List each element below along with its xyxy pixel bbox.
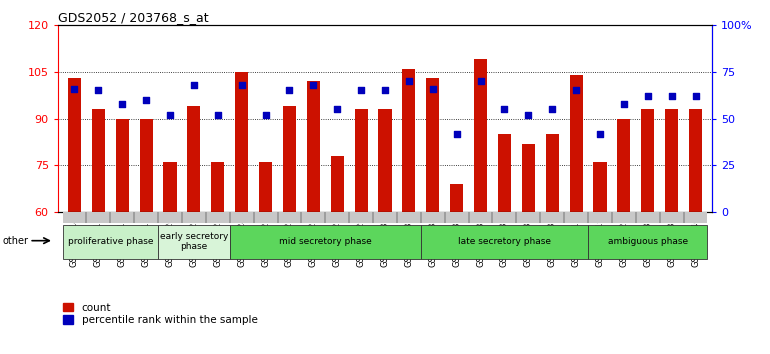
Bar: [68, 78, 81, 212]
Point: [618, 101, 630, 107]
Point: [641, 93, 654, 99]
Point: [522, 112, 534, 118]
Bar: [594, 162, 607, 212]
Point: [164, 112, 176, 118]
Bar: [427, 78, 440, 212]
Point: [427, 86, 439, 91]
Bar: [235, 72, 248, 212]
Text: ambiguous phase: ambiguous phase: [608, 237, 688, 246]
Bar: [283, 106, 296, 212]
Bar: [301, 212, 325, 223]
Bar: [187, 106, 200, 212]
Bar: [378, 109, 392, 212]
Bar: [92, 109, 105, 212]
Text: GDS2052 / 203768_s_at: GDS2052 / 203768_s_at: [58, 11, 209, 24]
Point: [379, 87, 391, 93]
Bar: [397, 212, 421, 223]
Point: [665, 93, 678, 99]
Bar: [110, 212, 134, 223]
Point: [450, 131, 463, 136]
Point: [570, 87, 582, 93]
Bar: [86, 212, 110, 223]
Bar: [253, 212, 277, 223]
Bar: [636, 212, 660, 223]
Bar: [182, 212, 206, 223]
Legend: count, percentile rank within the sample: count, percentile rank within the sample: [63, 303, 258, 325]
Point: [594, 131, 606, 136]
Bar: [541, 212, 564, 223]
Point: [498, 106, 511, 112]
Bar: [474, 59, 487, 212]
Bar: [612, 212, 636, 223]
Bar: [498, 134, 511, 212]
Point: [140, 97, 152, 103]
Bar: [163, 162, 176, 212]
Bar: [116, 119, 129, 212]
Point: [689, 93, 701, 99]
FancyBboxPatch shape: [158, 224, 229, 259]
Bar: [618, 119, 631, 212]
Point: [259, 112, 272, 118]
Text: other: other: [2, 236, 28, 246]
Text: early secretory
phase: early secretory phase: [159, 232, 228, 251]
Bar: [660, 212, 684, 223]
FancyBboxPatch shape: [229, 224, 421, 259]
Bar: [349, 212, 373, 223]
Bar: [354, 109, 368, 212]
Bar: [641, 109, 654, 212]
FancyBboxPatch shape: [62, 224, 158, 259]
Text: late secretory phase: late secretory phase: [458, 237, 551, 246]
FancyBboxPatch shape: [588, 224, 708, 259]
Point: [546, 106, 558, 112]
Text: proliferative phase: proliferative phase: [68, 237, 153, 246]
Bar: [373, 212, 397, 223]
Bar: [445, 212, 469, 223]
Bar: [402, 69, 416, 212]
Bar: [665, 109, 678, 212]
Bar: [206, 212, 229, 223]
Bar: [689, 109, 702, 212]
Bar: [469, 212, 493, 223]
Point: [331, 106, 343, 112]
Bar: [330, 156, 343, 212]
Point: [212, 112, 224, 118]
Point: [92, 87, 105, 93]
Bar: [134, 212, 158, 223]
Bar: [158, 212, 182, 223]
Point: [403, 78, 415, 84]
Point: [116, 101, 129, 107]
Bar: [564, 212, 588, 223]
Bar: [493, 212, 517, 223]
Bar: [277, 212, 301, 223]
Bar: [522, 144, 535, 212]
Bar: [570, 75, 583, 212]
Point: [355, 87, 367, 93]
Bar: [684, 212, 708, 223]
Bar: [306, 81, 320, 212]
Bar: [450, 184, 464, 212]
Bar: [139, 119, 152, 212]
Point: [69, 86, 81, 91]
Point: [307, 82, 320, 88]
Bar: [229, 212, 253, 223]
Bar: [62, 212, 86, 223]
Bar: [421, 212, 445, 223]
Point: [283, 87, 296, 93]
Point: [188, 82, 200, 88]
Bar: [517, 212, 541, 223]
Text: mid secretory phase: mid secretory phase: [279, 237, 372, 246]
Point: [236, 82, 248, 88]
Bar: [211, 162, 224, 212]
Bar: [259, 162, 272, 212]
FancyBboxPatch shape: [421, 224, 588, 259]
Point: [474, 78, 487, 84]
Bar: [588, 212, 612, 223]
Bar: [325, 212, 349, 223]
Bar: [546, 134, 559, 212]
